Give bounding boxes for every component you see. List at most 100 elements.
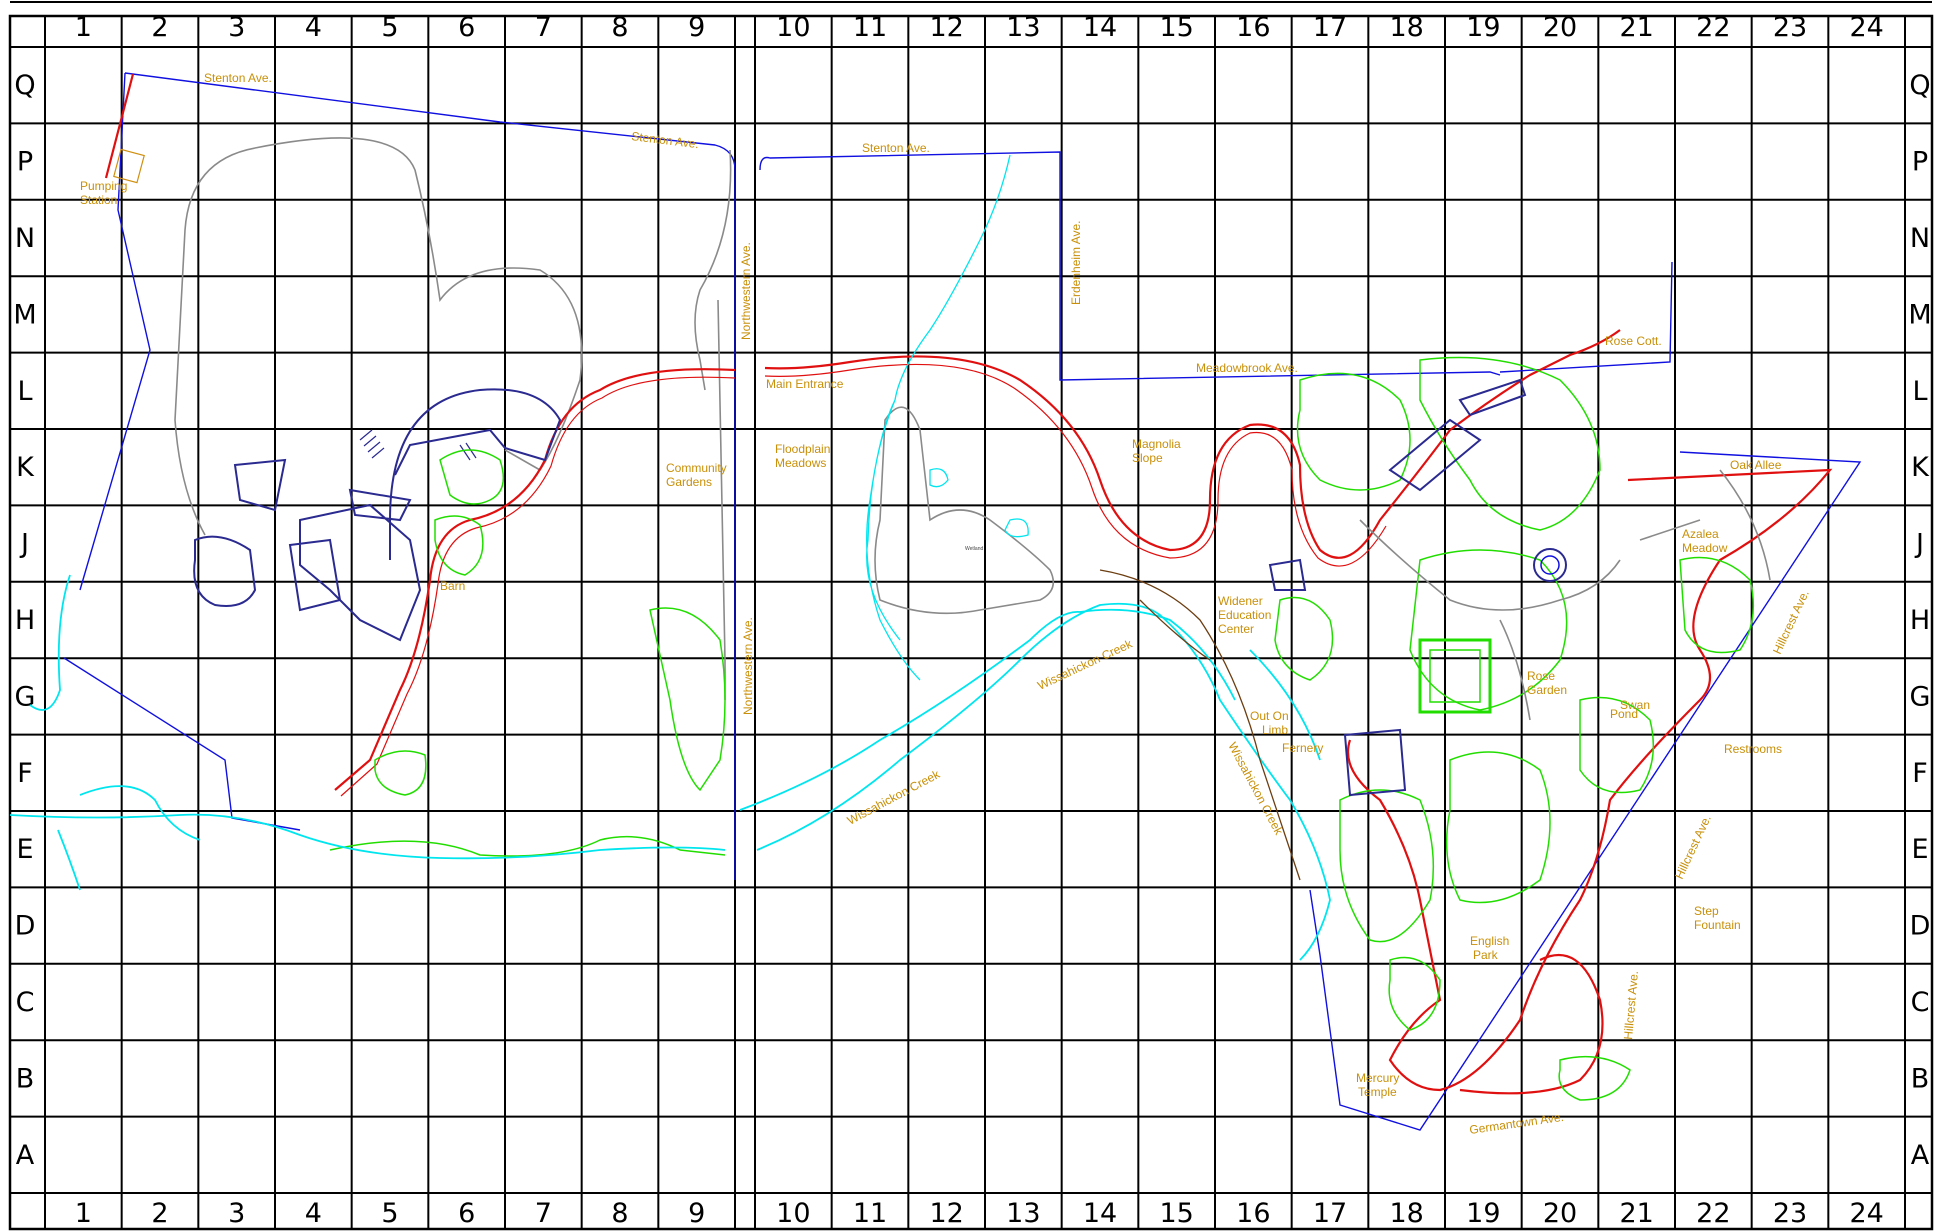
label-stenton-ave-2: Stenton Ave.	[631, 129, 700, 151]
grid-row-label-right: N	[1910, 223, 1930, 254]
grid-lines	[10, 16, 1932, 1229]
grid-row-label-right: G	[1910, 681, 1931, 712]
label-northwestern-ave-1: Northwestern Ave.	[739, 242, 753, 340]
label-northwestern-ave-2: Northwestern Ave.	[741, 617, 755, 715]
label-stenton-ave-3: Stenton Ave.	[862, 141, 930, 155]
label-rose-cottage: Rose Cott.	[1605, 334, 1662, 348]
grid-column-label-bottom: 13	[1006, 1198, 1040, 1229]
grid-column-label-bottom: 5	[381, 1198, 398, 1229]
north-tributary	[866, 154, 1011, 681]
pumping-station-building	[113, 148, 145, 184]
south-loop-road	[1459, 954, 1604, 1095]
east-buildings	[1268, 378, 1527, 797]
grid-column-label-top: 17	[1313, 12, 1347, 43]
grid-column-label-top: 22	[1696, 12, 1730, 43]
grid-column-label-top: 18	[1389, 12, 1423, 43]
grid-row-label-right: M	[1908, 299, 1931, 330]
grid-column-label-bottom: 8	[611, 1198, 628, 1229]
label-rose-garden-1: Rose	[1527, 669, 1555, 683]
label-english-park-1: English	[1470, 934, 1509, 948]
label-magnolia-1: Magnolia	[1132, 437, 1181, 451]
west-gray-path	[174, 137, 583, 536]
label-germantown-ave: Germantown Ave.	[1468, 1110, 1564, 1137]
label-community-1: Community	[666, 461, 727, 475]
grid-row-label-left: C	[16, 987, 35, 1018]
grid-row-label-left: D	[15, 911, 36, 942]
label-wissahickon-2: Wissahickon Creek	[845, 767, 943, 828]
grid-row-label-left: L	[17, 376, 32, 407]
grid-column-label-bottom: 9	[688, 1198, 705, 1229]
label-restrooms: Restrooms	[1724, 742, 1782, 756]
grid-column-label-top: 14	[1083, 12, 1117, 43]
grid-row-label-right: E	[1911, 834, 1928, 865]
grid-column-label-bottom: 15	[1159, 1198, 1193, 1229]
grid-column-label-bottom: 6	[458, 1198, 475, 1229]
fountain-circle	[1533, 548, 1567, 582]
wetland-outline	[874, 406, 1055, 615]
wetland-label: Wetland	[965, 546, 983, 552]
label-rose-garden-2: Garden	[1527, 683, 1567, 697]
grid-column-label-bottom: 14	[1083, 1198, 1117, 1229]
grid-row-label-right: L	[1912, 376, 1927, 407]
east-main-road-edge	[764, 363, 1387, 567]
grid-row-label-left: G	[15, 681, 36, 712]
grid-column-label-bottom: 18	[1389, 1198, 1423, 1229]
grid-column-label-top: 6	[458, 12, 475, 43]
label-widener-3: Center	[1218, 622, 1254, 636]
west-boundary-line	[63, 72, 736, 880]
map-frame	[8, 14, 1934, 1231]
grid-column-label-top: 4	[305, 12, 322, 43]
east-loop-road	[1346, 468, 1833, 1092]
grid-column-label-bottom: 24	[1849, 1198, 1883, 1229]
east-planting-beds	[1274, 356, 1755, 1101]
grid-column-label-top: 12	[929, 12, 963, 43]
map-labels: Stenton Ave. Stenton Ave. Stenton Ave. P…	[80, 71, 1812, 1137]
east-creek-main	[739, 602, 1331, 961]
label-wissahickon-1: Wissahickon Creek	[1035, 636, 1135, 693]
northwestern-gray-path	[694, 149, 732, 700]
grid-column-label-bottom: 10	[776, 1198, 810, 1229]
east-main-road	[764, 329, 1621, 559]
grid-column-label-top: 24	[1849, 12, 1883, 43]
grid-row-label-right: B	[1911, 1063, 1930, 1094]
grid-column-label-top: 13	[1006, 12, 1040, 43]
west-planting-beds	[329, 449, 726, 857]
label-erdenheim-ave: Erdenheim Ave.	[1069, 221, 1083, 306]
grid-column-label-bottom: 4	[305, 1198, 322, 1229]
grid-row-label-right: Q	[1909, 70, 1930, 101]
grid-column-label-top: 23	[1773, 12, 1807, 43]
grid-row-label-left: F	[17, 758, 33, 789]
label-out-on-limb-1: Out On	[1250, 709, 1289, 723]
grid-row-label-left: P	[17, 147, 33, 178]
west-main-road-edge	[340, 376, 736, 797]
grid-row-label-left: A	[16, 1140, 35, 1171]
grid-column-label-bottom: 21	[1619, 1198, 1653, 1229]
label-step-fountain-1: Step	[1694, 904, 1719, 918]
main-building-cluster	[193, 388, 562, 642]
grid-column-label-top: 15	[1159, 12, 1193, 43]
grid-column-label-top: 11	[853, 12, 887, 43]
label-main-entrance: Main Entrance	[766, 377, 844, 391]
label-pumping-station-2: Station	[80, 193, 117, 207]
label-english-park-2: Park	[1473, 948, 1499, 962]
grid-row-label-left: B	[16, 1063, 35, 1094]
grid-row-label-left: K	[16, 452, 35, 483]
grid-row-label-right: A	[1911, 1140, 1930, 1171]
label-widener-2: Education	[1218, 608, 1271, 622]
grid-row-label-left: E	[16, 834, 33, 865]
grid-row-label-left: N	[15, 223, 35, 254]
label-swan-pond-1: Swan	[1620, 698, 1650, 712]
label-widener-1: Widener	[1218, 594, 1263, 608]
grid-column-label-top: 3	[228, 12, 245, 43]
grid-row-label-left: H	[15, 605, 35, 636]
grid-column-label-top: 1	[75, 12, 92, 43]
east-gray-paths	[1359, 469, 1771, 721]
fountain-inner-circle	[1540, 555, 1560, 575]
grid-column-label-bottom: 20	[1543, 1198, 1577, 1229]
grid-column-label-top: 8	[611, 12, 628, 43]
label-out-on-limb-2: Limb	[1262, 723, 1288, 737]
wetland-pools	[929, 468, 1029, 538]
grid-column-label-bottom: 16	[1236, 1198, 1270, 1229]
grid-row-label-right: P	[1912, 147, 1928, 178]
